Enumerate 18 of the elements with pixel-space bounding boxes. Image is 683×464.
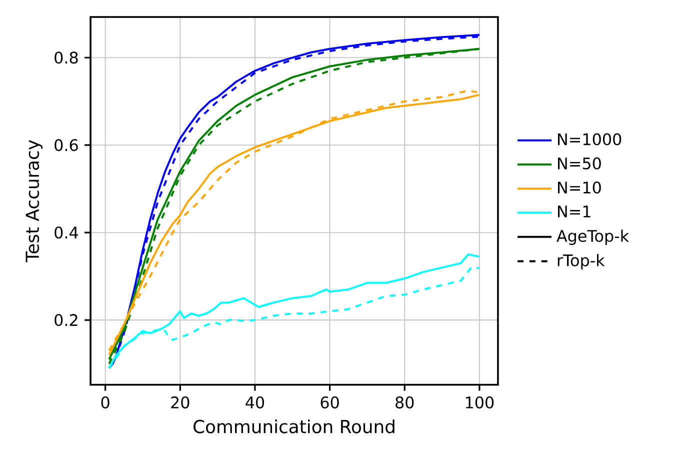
x-tick-label: 20 [171,396,190,408]
legend-label: N=10 [558,182,601,194]
legend-label: N=1 [558,206,590,218]
y-tick-label: 0.8 [54,52,78,64]
x-tick-label: 80 [396,396,414,408]
y-tick-label: 0.6 [54,139,78,152]
legend-label: N=50 [558,157,601,170]
x-axis-title: Communication Round [194,419,394,434]
y-tick-label: 0.2 [54,314,78,326]
x-tick-label: 40 [246,396,264,408]
legend-label: AgeTop-k [556,230,630,245]
y-axis-title: Test Accuracy [26,140,43,262]
x-tick-label: 100 [466,396,494,408]
y-tick-label: 0.4 [54,226,78,239]
x-tick-label: 0 [101,396,110,408]
legend-label: rTop-k [558,254,605,270]
legend-label: N=1000 [558,133,622,146]
x-tick-label: 60 [320,396,339,408]
